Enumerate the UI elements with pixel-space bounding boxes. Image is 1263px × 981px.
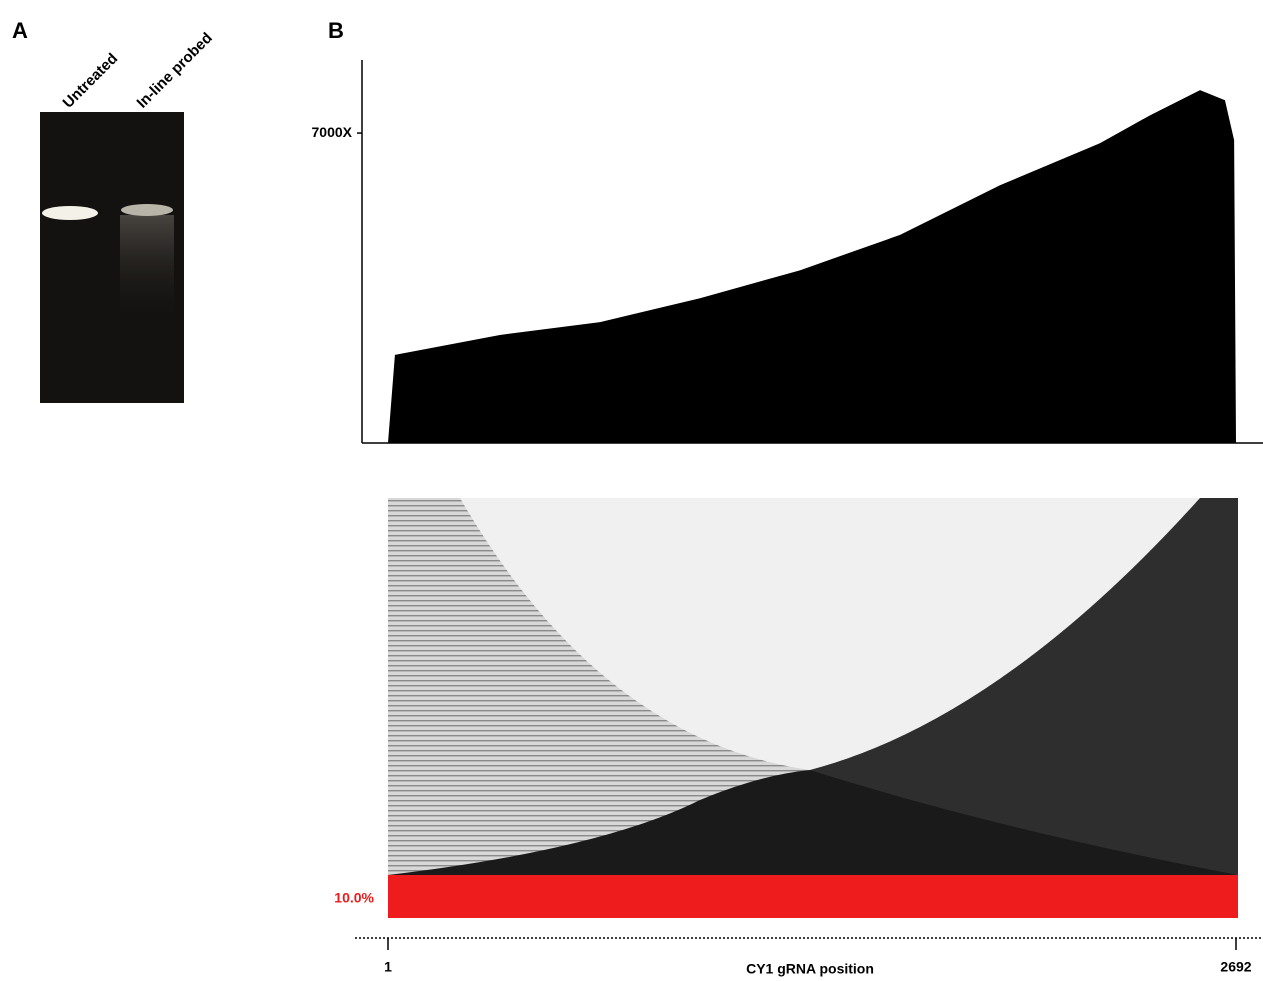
x-tick-label: 2692 xyxy=(1220,959,1251,975)
figure: A Untreated In-line probed B 10.0% CY1 g… xyxy=(0,0,1263,981)
lane-label: Untreated xyxy=(60,50,122,112)
band xyxy=(121,204,173,216)
smear xyxy=(120,215,174,325)
x-axis-title: CY1 gRNA position xyxy=(746,961,874,977)
y-tick-label: 7000X xyxy=(312,124,353,140)
lane-label: In-line probed xyxy=(134,29,216,111)
x-tick-label: 1 xyxy=(384,959,392,975)
coverage-area xyxy=(388,90,1236,443)
panel-label: B xyxy=(328,18,344,43)
band xyxy=(42,206,98,220)
mismatch-label: 10.0% xyxy=(334,890,374,906)
mismatch-bar xyxy=(388,875,1238,918)
read-alignment xyxy=(388,498,1238,918)
panel-label: A xyxy=(12,18,28,43)
